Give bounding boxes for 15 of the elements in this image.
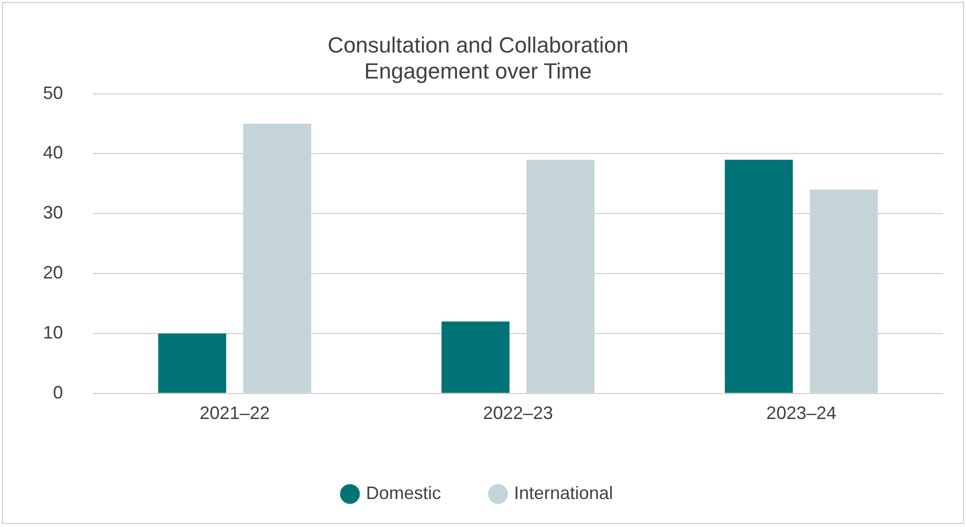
- y-tick-label: 40: [42, 142, 64, 163]
- y-tick-label: 0: [53, 382, 64, 402]
- legend-label: International: [514, 482, 614, 503]
- x-tick-label: 2021–22: [200, 403, 270, 424]
- bar: [724, 160, 793, 393]
- bar: [442, 321, 510, 393]
- y-tick-label: 30: [42, 202, 64, 223]
- x-tick-label: 2022–23: [482, 403, 554, 424]
- bar: [158, 333, 226, 393]
- chart-title: Consultation and Collaboration Engagement over Time: [328, 32, 628, 84]
- y-tick-label: 20: [42, 262, 64, 283]
- legend-label: Domestic: [366, 482, 441, 503]
- y-tick-label: 50: [42, 82, 64, 103]
- x-tick-label: 2023–24: [766, 403, 836, 424]
- y-tick-label: 10: [42, 322, 64, 342]
